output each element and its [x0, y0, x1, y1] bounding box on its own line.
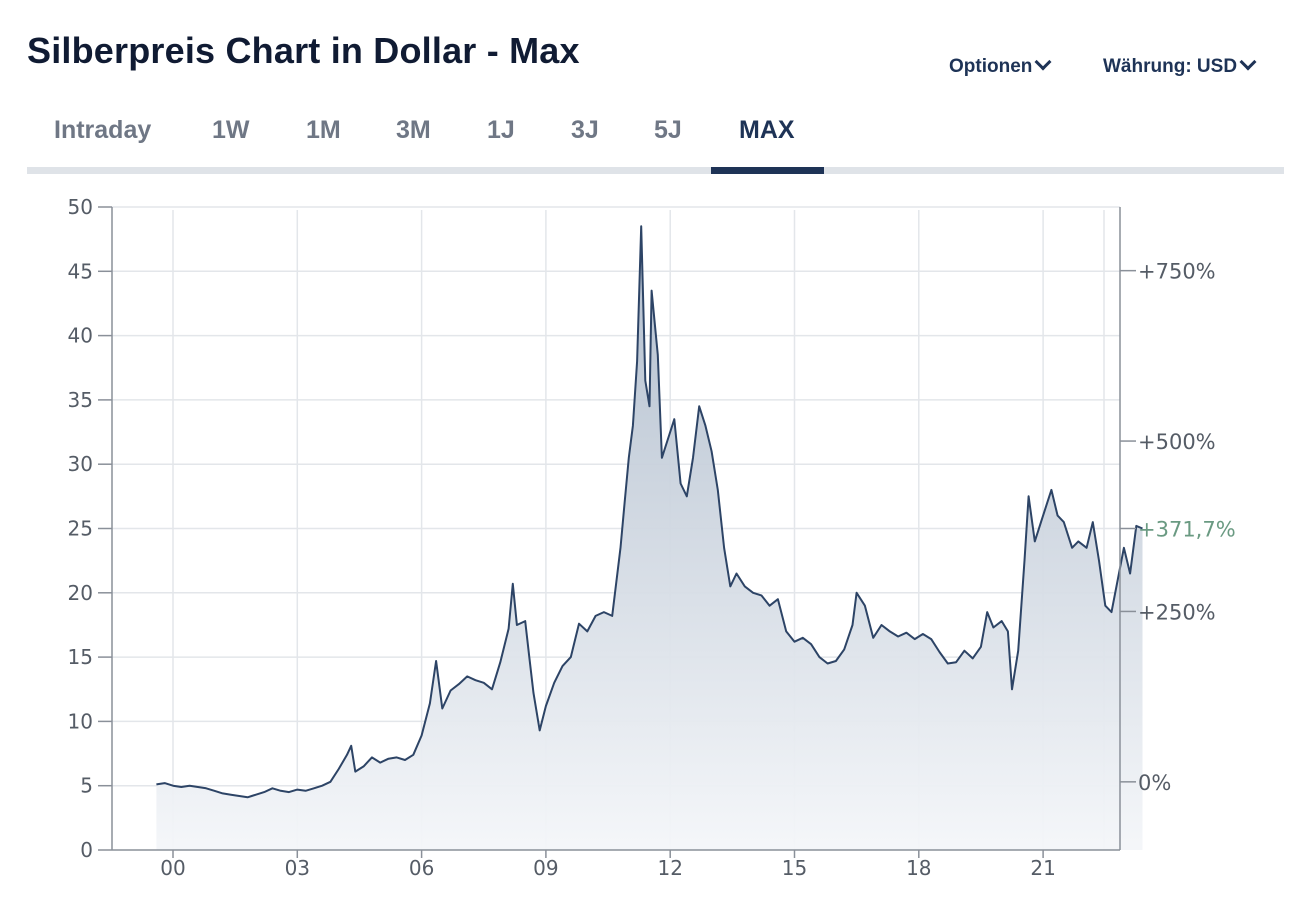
right-tick-label: +250% [1138, 600, 1216, 624]
currency-label: Währung: USD [1103, 56, 1238, 77]
tab-intraday[interactable]: Intraday [54, 116, 152, 144]
y-tick-label: 15 [68, 645, 93, 669]
tab-3m[interactable]: 3M [396, 116, 431, 144]
price-line [156, 225, 1143, 799]
x-tick-label: 03 [285, 856, 310, 880]
right-tick-label: +500% [1138, 430, 1216, 454]
y-tick-label: 0 [80, 838, 93, 862]
tab-3j[interactable]: 3J [571, 116, 599, 144]
y-tick-label: 40 [68, 324, 93, 348]
options-label: Optionen [949, 56, 1033, 77]
x-tick-label: 00 [160, 856, 185, 880]
x-tick-label: 21 [1030, 856, 1055, 880]
x-tick-label: 15 [782, 856, 807, 880]
active-tab-indicator [711, 167, 824, 174]
tab-max[interactable]: MAX [739, 116, 795, 144]
y-tick-label: 45 [68, 259, 93, 283]
page-title: Silberpreis Chart in Dollar - Max [27, 30, 580, 71]
options-dropdown[interactable]: Optionen [949, 53, 1052, 78]
tab-1w[interactable]: 1W [212, 116, 250, 144]
right-tick-label: +750% [1138, 260, 1216, 284]
x-tick-label: 09 [533, 856, 558, 880]
x-tick-label: 18 [906, 856, 931, 880]
x-tick-label: 12 [657, 856, 682, 880]
tab-rail [27, 167, 1284, 174]
currency-dropdown[interactable]: Währung: USD [1103, 53, 1257, 78]
tab-5j[interactable]: 5J [654, 116, 682, 144]
y-tick-label: 25 [68, 517, 93, 541]
y-tick-label: 5 [80, 774, 93, 798]
y-tick-label: 30 [68, 452, 93, 476]
right-tick-label: 0% [1138, 771, 1171, 795]
y-tick-label: 20 [68, 581, 93, 605]
y-tick-label: 50 [68, 195, 93, 219]
x-tick-label: 06 [409, 856, 434, 880]
y-tick-label: 10 [68, 709, 93, 733]
tab-1j[interactable]: 1J [487, 116, 515, 144]
y-tick-label: 35 [68, 388, 93, 412]
tab-1m[interactable]: 1M [306, 116, 341, 144]
current-change-label: +371,7% [1138, 518, 1236, 542]
price-area-fill [156, 226, 1143, 851]
